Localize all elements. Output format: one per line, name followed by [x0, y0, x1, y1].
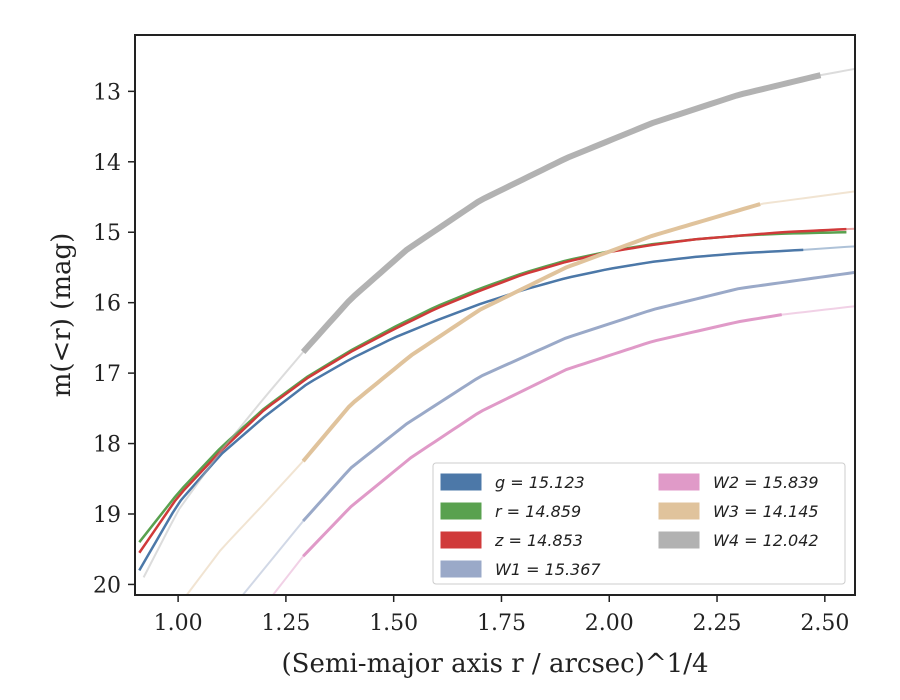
x-tick-label: 1.25	[261, 611, 310, 636]
series-W3-line	[301, 202, 761, 463]
legend-label: z = 14.853	[494, 531, 583, 550]
y-axis-title: m(<r) (mag)	[47, 233, 77, 398]
series-z-line	[138, 227, 847, 554]
series-W2-line	[302, 313, 782, 558]
legend-entry: W3 = 14.145	[658, 502, 819, 521]
series-layer	[138, 67, 855, 595]
x-tick-label: 1.50	[369, 611, 418, 636]
series-W3	[185, 190, 855, 595]
x-tick-label: 1.75	[477, 611, 526, 636]
legend-label: W3 = 14.145	[713, 502, 819, 521]
x-axis-title: (Semi-major axis r / arcsec)^1/4	[281, 649, 708, 679]
y-tick-label: 20	[93, 573, 121, 598]
legend-entry: W1 = 15.367	[440, 560, 601, 579]
legend-entry: W4 = 12.042	[658, 531, 819, 550]
y-tick-label: 15	[93, 221, 121, 246]
legend-swatch	[658, 473, 700, 491]
series-W4	[142, 67, 855, 578]
x-tick-label: 2.00	[585, 611, 634, 636]
legend: g = 15.123 r = 14.859 z = 14.853 W1 = 15.36…	[432, 462, 846, 585]
y-tick-label: 19	[93, 503, 121, 528]
legend-swatch	[440, 560, 482, 578]
legend-swatch	[658, 502, 700, 520]
legend-entry: W2 = 15.839	[658, 473, 819, 492]
legend-label: r = 14.859	[495, 502, 581, 521]
series-W4-line	[300, 72, 822, 354]
legend-swatch	[658, 531, 700, 549]
series-g	[138, 245, 855, 571]
x-tick-label: 2.50	[800, 611, 849, 636]
series-g-line	[138, 248, 804, 571]
y-tick-label: 16	[93, 292, 121, 317]
legend-label: g = 15.123	[495, 473, 585, 492]
legend-swatch	[440, 473, 482, 491]
legend-swatch	[440, 531, 482, 549]
x-tick-label: 1.00	[154, 611, 203, 636]
legend-entry: z = 14.853	[440, 531, 583, 550]
ticks-layer: 1.00 1.25 1.50 1.75 2.00 2.25 2.50 13 14 15 16 17 18…	[93, 80, 849, 636]
y-tick-label: 17	[93, 362, 121, 387]
y-tick-label: 13	[93, 80, 121, 105]
y-tick-label: 18	[93, 433, 121, 458]
legend-label: W1 = 15.367	[495, 560, 601, 579]
series-z	[138, 227, 855, 554]
series-W1	[242, 270, 855, 595]
series-W1-line	[302, 270, 855, 523]
legend-swatch	[440, 502, 482, 520]
plot-frame	[134, 34, 856, 596]
legend-frame	[432, 462, 846, 585]
legend-label: W4 = 12.042	[713, 531, 819, 550]
x-tick-label: 2.25	[693, 611, 742, 636]
legend-entry: g = 15.123	[440, 473, 585, 492]
y-tick-label: 14	[93, 151, 121, 176]
series-W2	[272, 305, 855, 595]
legend-entry: r = 14.859	[440, 502, 581, 521]
legend-label: W2 = 15.839	[713, 473, 819, 492]
